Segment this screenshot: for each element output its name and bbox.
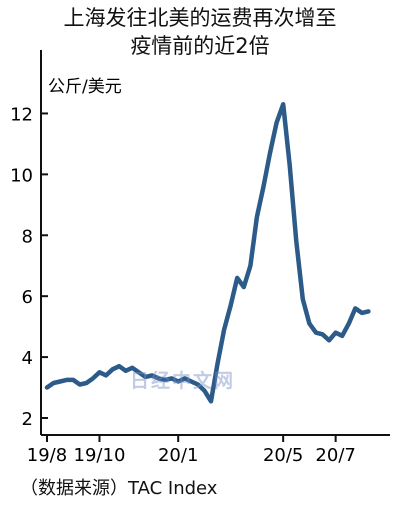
y-tick-label-2: 2 (22, 409, 33, 430)
freight-rate-line (44, 102, 371, 404)
y-tick-label-8: 8 (22, 226, 33, 247)
y-axis-unit-label: 公斤/美元 (48, 77, 122, 97)
chart-ticks: 2 4 6 8 10 12 19/8 19/10 20/1 20/5 20/7 (10, 104, 356, 466)
chart-title-line-1: 上海发往北美的运费再次增至 (63, 6, 337, 30)
y-tick-label-6: 6 (22, 287, 33, 308)
x-tick-label-20-7: 20/7 (315, 445, 355, 466)
chart-title-line-2: 疫情前的近2倍 (130, 34, 270, 58)
y-tick-label-4: 4 (22, 348, 33, 369)
x-tick-label-19-10: 19/10 (74, 445, 126, 466)
x-tick-label-19-8: 19/8 (27, 445, 67, 466)
x-tick-label-20-1: 20/1 (158, 445, 198, 466)
chart-title: 上海发往北美的运费再次增至 疫情前的近2倍 (0, 4, 400, 60)
source-note: （数据来源）TAC Index (20, 478, 218, 499)
y-tick-label-12: 12 (10, 104, 33, 125)
x-tick-label-20-5: 20/5 (263, 445, 303, 466)
y-tick-label-10: 10 (10, 165, 33, 186)
watermark: 日经中文网 (130, 370, 236, 392)
